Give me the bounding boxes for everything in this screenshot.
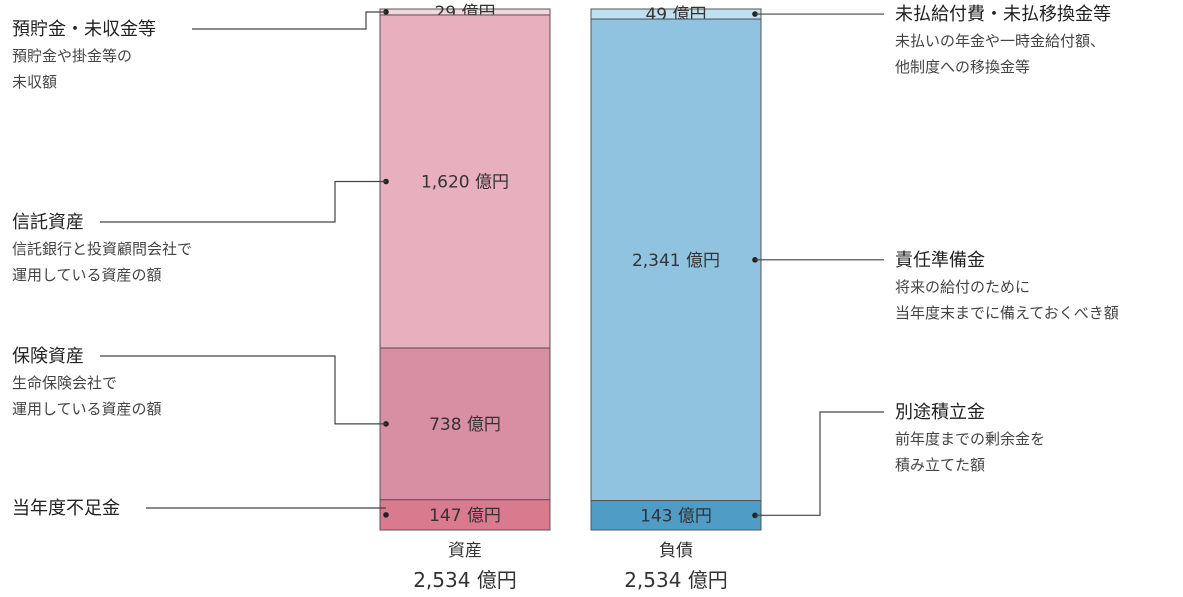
annotation-description: 積み立てた額 — [895, 456, 985, 474]
asset-bar-segment — [379, 499, 551, 531]
annotation-description: 運用している資産の額 — [12, 266, 162, 284]
annotation-title: 当年度不足金 — [12, 498, 120, 519]
annotation-description: 預貯金や掛金等の — [12, 47, 132, 65]
liability-bar-segment — [590, 500, 762, 531]
annotation-leader-line — [100, 355, 386, 425]
annotation-leader-line — [100, 180, 386, 223]
annotation-description: 他制度への移換金等 — [895, 58, 1030, 76]
segment-value-label: 147 億円 — [429, 506, 501, 526]
asset-bar-segment — [379, 347, 551, 501]
annotation-description: 未収額 — [12, 73, 57, 91]
liability-bar-segment — [590, 18, 762, 502]
segment-value-label: 2,341 億円 — [632, 251, 720, 271]
annotation-title: 保険資産 — [12, 346, 84, 367]
annotation-title: 責任準備金 — [895, 250, 985, 271]
annotation-title: 未払給付費・未払移換金等 — [895, 4, 1111, 25]
segment-value-label: 738 億円 — [429, 415, 501, 435]
annotation-description: 将来の給付のために — [895, 278, 1030, 296]
column-total: 2,534 億円 — [624, 568, 728, 592]
annotation-description: 未払いの年金や一時金給付額、 — [895, 32, 1105, 50]
column-name: 負債 — [659, 541, 693, 561]
annotation-title: 信託資産 — [12, 212, 84, 233]
annotation-leader-line — [192, 11, 386, 30]
annotation-title: 別途積立金 — [895, 402, 985, 423]
asset-bar-segment — [379, 14, 551, 349]
annotation-description: 運用している資産の額 — [12, 400, 162, 418]
annotation-title: 預貯金・未収金等 — [12, 19, 156, 40]
annotation-description: 当年度末までに備えておくべき額 — [895, 304, 1119, 322]
annotation-description: 信託銀行と投資顧問会社で — [12, 240, 192, 258]
annotation-description: 前年度までの剰余金を — [895, 430, 1045, 448]
segment-value-label: 1,620 億円 — [421, 173, 509, 193]
column-name: 資産 — [448, 541, 482, 561]
segment-value-label: 143 億円 — [640, 506, 712, 526]
column-total: 2,534 億円 — [413, 568, 517, 592]
annotation-leader-line — [755, 411, 884, 516]
annotation-dot — [383, 512, 389, 518]
annotation-description: 生命保険会社で — [12, 374, 117, 392]
